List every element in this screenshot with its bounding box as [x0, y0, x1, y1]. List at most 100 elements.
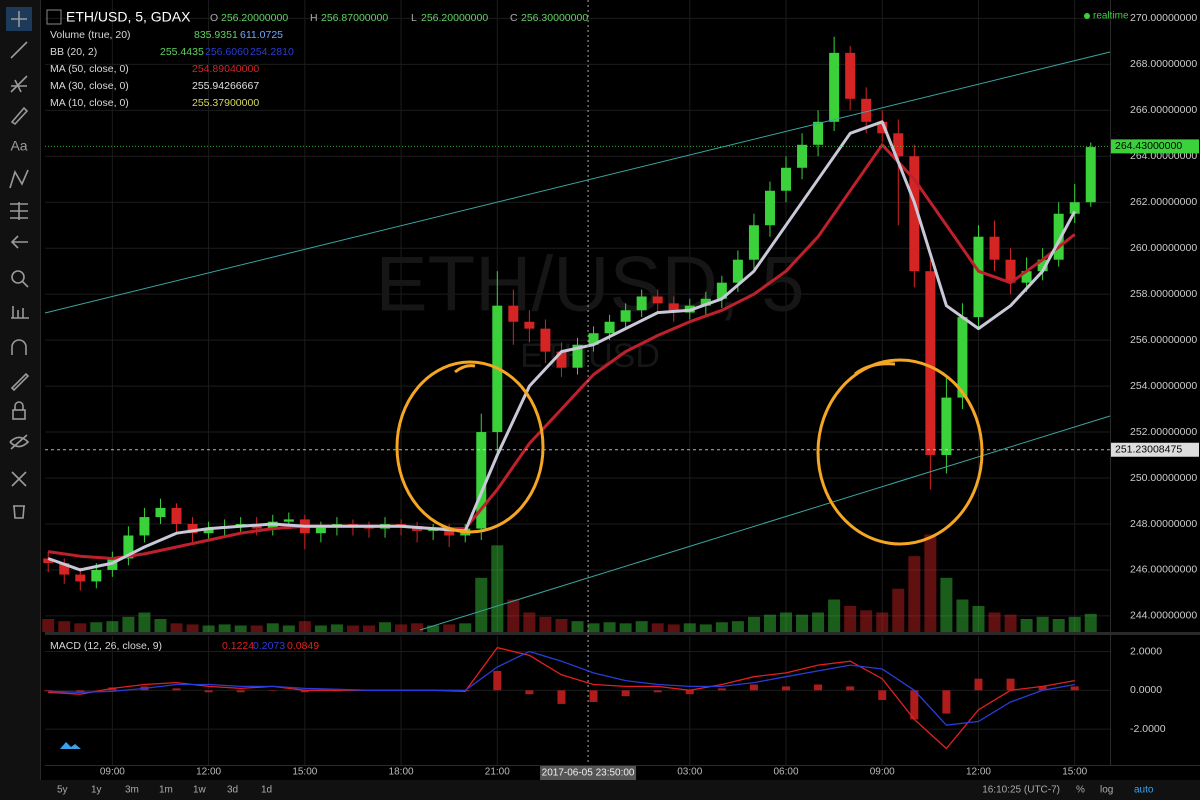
candle-body	[155, 507, 166, 518]
histogram-bar	[717, 688, 726, 691]
y-tick-label: 248.00000000	[1130, 518, 1197, 530]
indicator-value: 255.4435	[160, 46, 204, 58]
y-tick-label: 244.00000000	[1130, 610, 1197, 622]
range-button[interactable]: 1d	[261, 785, 272, 796]
y-tick-label: 262.00000000	[1130, 196, 1197, 208]
range-button[interactable]: 3d	[227, 785, 238, 796]
tool-magnet[interactable]	[11, 339, 27, 355]
histogram-bar	[300, 690, 309, 693]
indicator-name[interactable]: MA (30, close, 0)	[50, 80, 129, 92]
volume-bar	[683, 623, 696, 632]
range-button[interactable]: 1y	[91, 785, 102, 796]
tool-prediction[interactable]	[10, 202, 28, 220]
tool-lock[interactable]	[12, 409, 26, 420]
volume-bar	[266, 623, 279, 632]
indicator-name[interactable]: MA (10, close, 0)	[50, 97, 129, 109]
volume-bar	[42, 619, 55, 632]
histogram-bar	[44, 690, 53, 692]
volume-bar	[282, 625, 295, 632]
indicator-value: 0.1224	[222, 640, 254, 652]
price-label: 251.23008475	[1115, 444, 1182, 456]
tool-crosshair[interactable]	[11, 11, 27, 27]
scale-toggle[interactable]: auto	[1134, 785, 1154, 796]
histogram-bar	[1070, 686, 1079, 691]
candle-body	[764, 190, 775, 226]
x-tick-label: 09:00	[100, 767, 125, 778]
time-axis-border	[45, 765, 1200, 766]
y-tick-label: 256.00000000	[1130, 334, 1197, 346]
range-button[interactable]: 1m	[159, 785, 173, 796]
volume-bar	[122, 616, 135, 632]
volume-bar	[956, 599, 969, 632]
candle-body	[91, 569, 102, 582]
x-tick-label: 21:00	[485, 767, 510, 778]
toolbar-border	[40, 0, 41, 780]
tool-zoom[interactable]	[11, 270, 25, 284]
volume-bar	[138, 612, 151, 632]
price-axis-border	[1110, 0, 1111, 765]
histogram-bar	[172, 688, 181, 691]
volume-bar	[459, 623, 472, 632]
plot: 09:00 12:00 15:00 18:00 21:00 03:00 06:00 09:00…	[43, 0, 1199, 780]
candle-body	[636, 296, 647, 311]
candle-body	[700, 298, 711, 306]
tool-pattern[interactable]	[9, 169, 29, 189]
tool-measure[interactable]	[11, 306, 29, 319]
tool-pencil-lock[interactable]	[10, 372, 30, 392]
volume-bar	[1068, 616, 1081, 632]
crosshair-tool-icon[interactable]	[46, 9, 62, 25]
tool-fib[interactable]	[10, 75, 28, 93]
tool-zoom-handle[interactable]	[21, 280, 29, 288]
volume-bar	[908, 556, 921, 632]
moving-average-line	[47, 143, 1076, 560]
range-button[interactable]: 3m	[125, 785, 139, 796]
candle-body	[813, 121, 824, 145]
histogram-bar	[846, 686, 855, 691]
candle-body	[604, 321, 615, 334]
volume-bar	[362, 625, 375, 632]
tool-back[interactable]	[10, 235, 28, 249]
histogram-bar	[749, 684, 758, 691]
indicator-value: 254.89040000	[192, 63, 259, 75]
tool-text[interactable]: Aa	[10, 138, 27, 154]
indicator-value: 611.0725	[240, 29, 283, 41]
panel-divider	[45, 632, 1200, 635]
volume-bar	[330, 624, 343, 632]
indicator-name[interactable]: Volume (true, 20)	[50, 29, 131, 41]
scale-toggle[interactable]: log	[1100, 785, 1113, 796]
ohlc-key: O	[210, 12, 218, 24]
volume-bar	[314, 625, 327, 632]
indicator-value: 256.6060	[205, 46, 249, 58]
tool-trendline[interactable]	[10, 41, 28, 59]
tool-brush[interactable]	[10, 106, 29, 126]
candle-body	[1005, 259, 1016, 283]
indicator-name[interactable]: BB (20, 2)	[50, 46, 97, 58]
x-tick-label: 09:00	[870, 767, 895, 778]
ohlc-value: 256.20000000	[221, 12, 288, 24]
candle-body	[732, 259, 743, 283]
volume-bar	[1052, 619, 1065, 632]
indicator-name[interactable]: MACD (12, 26, close, 9)	[50, 640, 162, 652]
volume-bar	[475, 577, 488, 632]
candle-body	[59, 563, 70, 575]
candle-body	[203, 528, 214, 534]
tool-hide[interactable]	[9, 434, 30, 450]
tool-settings[interactable]	[11, 471, 27, 487]
tool-delete[interactable]	[13, 505, 25, 519]
range-button[interactable]: 5y	[57, 785, 68, 796]
candle-body	[1053, 213, 1064, 260]
macd-line	[48, 646, 1075, 750]
macd-line	[48, 650, 1075, 726]
y-tick-label: -2.0000	[1130, 723, 1166, 735]
volume-bar	[587, 623, 600, 632]
scale-toggle[interactable]: %	[1076, 785, 1085, 796]
symbol-title[interactable]: ETH/USD, 5, GDAX	[66, 9, 191, 25]
candle-body	[123, 535, 134, 559]
volume-bar	[699, 624, 712, 632]
volume-bar	[58, 621, 71, 632]
volume-bar	[555, 619, 568, 632]
indicator-name[interactable]: MA (50, close, 0)	[50, 63, 129, 75]
range-button[interactable]: 1w	[193, 785, 207, 796]
tool-lock-shackle[interactable]	[14, 401, 24, 410]
histogram-bar	[1038, 686, 1047, 691]
